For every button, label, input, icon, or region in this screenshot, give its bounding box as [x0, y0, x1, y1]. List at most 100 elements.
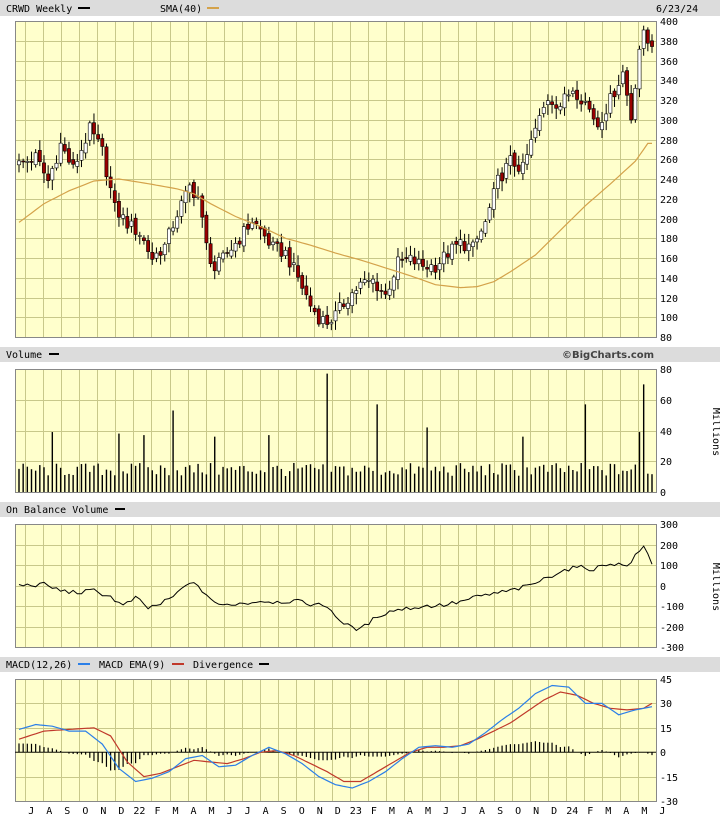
- candle-up: [496, 174, 500, 189]
- candle-down: [500, 172, 504, 182]
- candle-up: [408, 254, 413, 262]
- candle-up: [391, 276, 396, 291]
- x-axis-label: J: [28, 806, 34, 817]
- obv-tick-label: 300: [660, 520, 678, 531]
- x-axis-label: A: [191, 806, 197, 817]
- divergence-legend-swatch: [259, 663, 269, 665]
- sma-label: SMA(40): [160, 4, 202, 15]
- obv-tick-label: -200: [660, 623, 684, 634]
- x-axis-label: J: [443, 806, 449, 817]
- candle-up: [221, 252, 225, 260]
- x-axis-label: O: [299, 806, 305, 817]
- candle-down: [425, 267, 430, 270]
- candle-up: [291, 262, 296, 265]
- x-axis-label: S: [64, 806, 70, 817]
- candle-down: [379, 290, 384, 292]
- macd-tick-label: -30: [660, 797, 678, 808]
- sma-legend-swatch: [207, 7, 219, 9]
- candle-up: [416, 258, 421, 265]
- candle-up: [558, 106, 563, 111]
- candle-up: [491, 188, 496, 210]
- candle-up: [458, 239, 463, 246]
- candle-up: [87, 122, 92, 141]
- candle-down: [112, 190, 117, 203]
- macd-tick-label: -15: [660, 773, 678, 784]
- x-axis-label: J: [659, 806, 665, 817]
- candle-down: [446, 253, 450, 258]
- candle-up: [479, 230, 484, 240]
- candle-down: [237, 240, 242, 245]
- candle-down: [125, 216, 130, 229]
- candle-up: [154, 252, 159, 259]
- x-axis-label: 22: [133, 806, 145, 817]
- candle-down: [341, 303, 346, 307]
- candle-up: [437, 263, 442, 271]
- candle-up: [58, 142, 63, 164]
- price-tick-label: 400: [660, 17, 678, 28]
- price-tick-label: 240: [660, 175, 678, 186]
- vol-tick-label: 40: [660, 427, 672, 438]
- candle-up: [466, 243, 471, 251]
- obv-tick-label: 0: [660, 582, 666, 593]
- candle-down: [21, 160, 26, 163]
- candle-up: [450, 243, 455, 260]
- candle-up: [83, 142, 88, 154]
- price-tick-label: 340: [660, 76, 678, 87]
- x-axis-label: M: [172, 806, 178, 817]
- x-axis-label: D: [118, 806, 124, 817]
- obv-unit: Millions: [710, 563, 720, 611]
- candle-down: [100, 138, 105, 147]
- candle-up: [354, 290, 359, 294]
- candle-up: [429, 264, 434, 272]
- macd-tick-label: 30: [660, 699, 672, 710]
- candle-down: [92, 122, 96, 135]
- candle-up: [333, 310, 338, 322]
- candle-down: [200, 195, 205, 218]
- candle-up: [471, 241, 475, 247]
- candle-up: [366, 280, 371, 282]
- candle-down: [595, 117, 600, 128]
- candle-down: [454, 240, 459, 245]
- candle-up: [175, 216, 180, 229]
- candle-up: [33, 152, 38, 165]
- x-axis-label: M: [641, 806, 647, 817]
- candle-down: [312, 307, 317, 313]
- candle-down: [108, 176, 113, 189]
- candle-up: [529, 139, 534, 156]
- candle-down: [512, 152, 517, 167]
- candle-up: [387, 288, 392, 296]
- x-axis-label: 23: [350, 806, 362, 817]
- volume-legend-swatch: [49, 353, 59, 355]
- vol-frame: [15, 369, 657, 493]
- candle-down: [650, 40, 654, 47]
- candle-up: [162, 243, 167, 256]
- x-axis-label: S: [497, 806, 503, 817]
- macd-tick-label: 15: [660, 724, 672, 735]
- candle-up: [216, 257, 221, 272]
- bigcharts-watermark: ©BigCharts.com: [562, 350, 654, 361]
- candle-up: [233, 243, 238, 252]
- candle-down: [29, 161, 34, 163]
- candle-down: [325, 314, 330, 325]
- x-axis-label: J: [227, 806, 233, 817]
- volume-label: Volume: [6, 350, 42, 361]
- candle-down: [591, 108, 596, 120]
- candle-down: [192, 182, 196, 198]
- ema-legend-swatch: [172, 663, 184, 665]
- candle-up: [637, 48, 642, 90]
- candle-up: [600, 122, 604, 131]
- candle-up: [633, 88, 638, 120]
- candle-up: [566, 94, 571, 97]
- candle-up: [329, 322, 334, 325]
- price-tick-label: 220: [660, 195, 678, 206]
- x-axis-label: A: [263, 806, 269, 817]
- candle-up: [562, 93, 567, 109]
- candle-down: [287, 247, 292, 268]
- candle-down: [254, 220, 259, 225]
- candle-down: [37, 150, 42, 162]
- candle-down: [575, 89, 579, 100]
- candle-down: [554, 104, 559, 109]
- candle-down: [629, 93, 634, 121]
- x-axis-label: O: [82, 806, 88, 817]
